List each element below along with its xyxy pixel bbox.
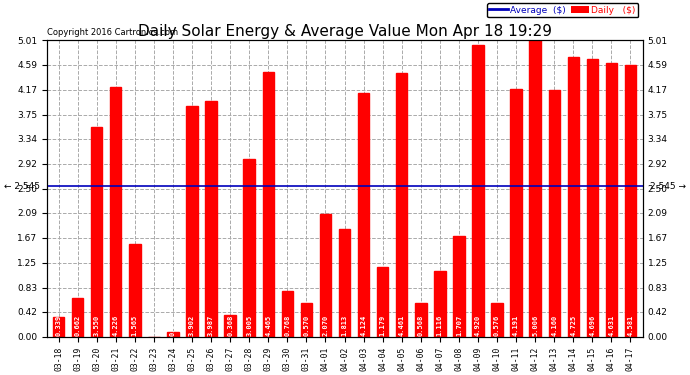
Text: 0.576: 0.576 xyxy=(494,315,500,336)
Text: 1.116: 1.116 xyxy=(437,315,443,336)
Bar xyxy=(72,297,83,337)
Text: 3.902: 3.902 xyxy=(189,315,195,336)
Text: 0.073: 0.073 xyxy=(170,315,176,336)
Bar xyxy=(91,126,102,337)
Bar xyxy=(319,214,331,337)
Text: 3.005: 3.005 xyxy=(246,315,253,336)
Text: 1.565: 1.565 xyxy=(132,315,138,336)
Text: 0.570: 0.570 xyxy=(304,315,309,336)
Bar xyxy=(549,90,560,337)
Text: 1.179: 1.179 xyxy=(380,315,386,336)
Bar xyxy=(206,100,217,337)
Text: 3.550: 3.550 xyxy=(94,315,99,336)
Text: 5.006: 5.006 xyxy=(532,315,538,336)
Text: 4.226: 4.226 xyxy=(112,315,119,336)
Text: 4.631: 4.631 xyxy=(609,315,614,336)
Bar xyxy=(415,303,426,337)
Bar xyxy=(491,303,503,337)
Bar xyxy=(282,291,293,337)
Title: Daily Solar Energy & Average Value Mon Apr 18 19:29: Daily Solar Energy & Average Value Mon A… xyxy=(138,24,552,39)
Bar xyxy=(301,303,312,337)
Legend: Average  ($), Daily   ($): Average ($), Daily ($) xyxy=(486,3,638,18)
Text: 0.662: 0.662 xyxy=(75,315,81,336)
Text: 2.545 →: 2.545 → xyxy=(650,182,686,190)
Text: 4.124: 4.124 xyxy=(361,315,366,336)
Text: 0.568: 0.568 xyxy=(417,315,424,336)
Bar xyxy=(244,159,255,337)
Text: 0.768: 0.768 xyxy=(284,315,290,336)
Text: 4.160: 4.160 xyxy=(551,315,558,336)
Bar xyxy=(167,332,179,337)
Bar xyxy=(606,63,617,337)
Text: 0.368: 0.368 xyxy=(227,315,233,336)
Text: 4.461: 4.461 xyxy=(399,315,405,336)
Text: 4.920: 4.920 xyxy=(475,315,481,336)
Text: 1.707: 1.707 xyxy=(456,315,462,336)
Bar xyxy=(472,45,484,337)
Bar xyxy=(129,244,141,337)
Text: ← 2.545: ← 2.545 xyxy=(4,182,40,190)
Bar xyxy=(568,57,579,337)
Bar xyxy=(262,72,274,337)
Bar xyxy=(529,40,541,337)
Text: 4.465: 4.465 xyxy=(265,315,271,336)
Text: 3.987: 3.987 xyxy=(208,315,214,336)
Bar xyxy=(377,267,388,337)
Text: 0.339: 0.339 xyxy=(56,315,61,336)
Bar xyxy=(339,230,351,337)
Text: 4.725: 4.725 xyxy=(571,315,576,336)
Bar xyxy=(624,66,636,337)
Bar xyxy=(434,271,446,337)
Text: 4.696: 4.696 xyxy=(589,315,595,336)
Bar xyxy=(396,73,407,337)
Bar xyxy=(511,88,522,337)
Bar xyxy=(586,58,598,337)
Bar xyxy=(186,106,198,337)
Bar xyxy=(453,236,464,337)
Bar xyxy=(224,315,236,337)
Bar xyxy=(53,316,64,337)
Text: 2.070: 2.070 xyxy=(322,315,328,336)
Text: Copyright 2016 Cartronics.com: Copyright 2016 Cartronics.com xyxy=(47,28,178,37)
Bar xyxy=(358,93,369,337)
Text: 1.813: 1.813 xyxy=(342,315,348,336)
Text: 4.191: 4.191 xyxy=(513,315,519,336)
Bar xyxy=(110,87,121,337)
Text: 4.581: 4.581 xyxy=(627,315,633,336)
